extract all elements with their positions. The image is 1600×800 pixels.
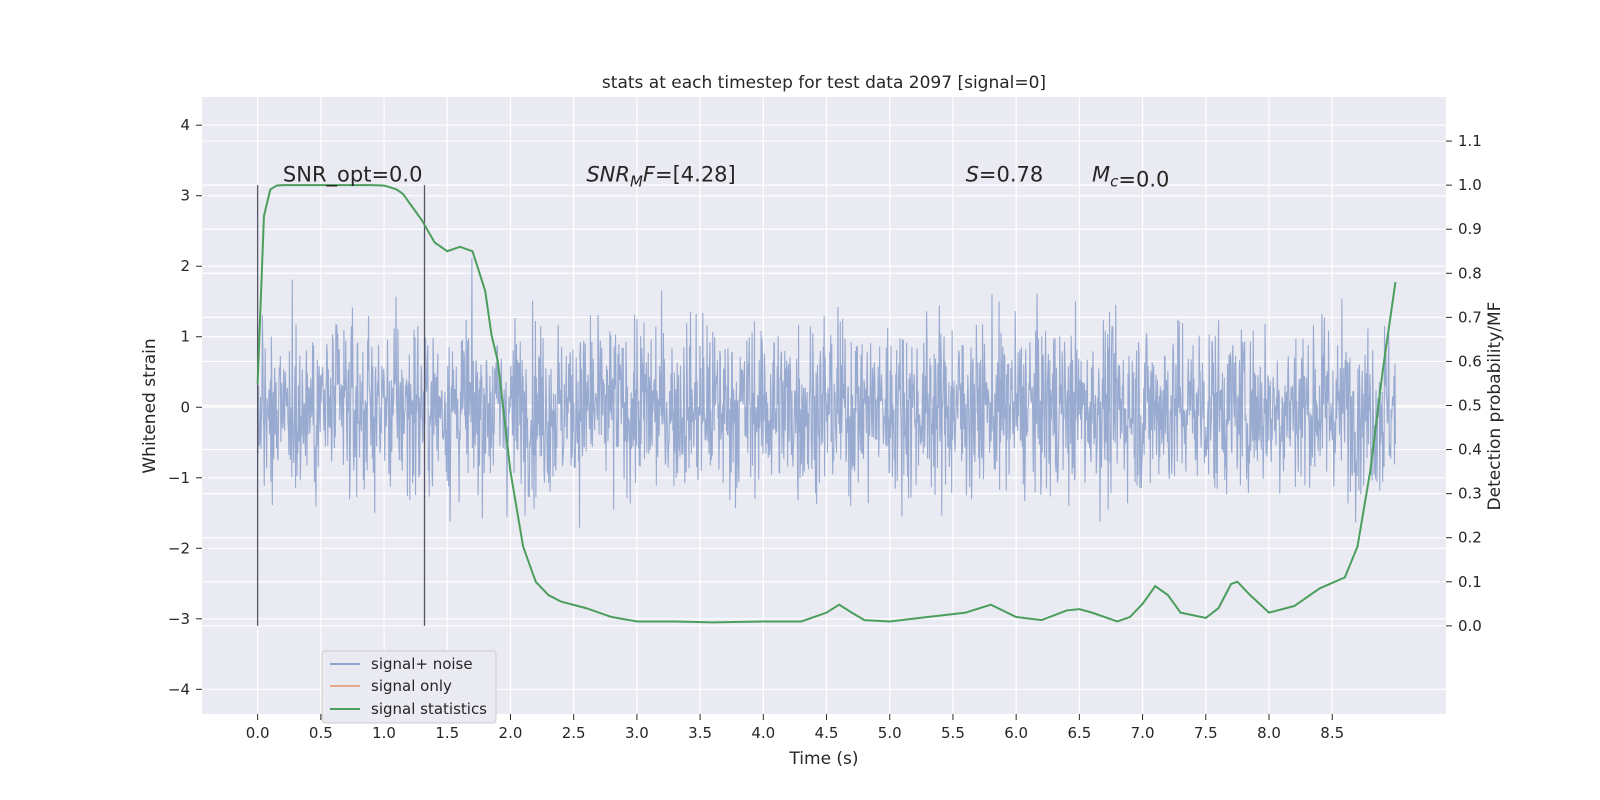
x-tick-label-4: 2.0 xyxy=(499,724,523,742)
series-signal-noise xyxy=(257,258,1396,528)
x-axis-ticks: 0.0 0.5 1.0 1.5 2.0 2.5 3.0 3.5 4.0 4.5 5.0 5.5 6.0 6… xyxy=(246,714,1344,742)
legend-label-signal-only: signal only xyxy=(371,677,452,695)
y-right-axis-ticks: 1.1 1.0 0.9 0.8 0.7 0.6 0.5 0.4 0.3 0.2 0.1 0.0 xyxy=(1446,132,1482,635)
x-tick-label-0: 0.0 xyxy=(246,724,270,742)
x-tick-label-14: 7.0 xyxy=(1131,724,1155,742)
y-right-tick-label-10: 0.1 xyxy=(1458,573,1482,591)
annotation-2: S=0.78 xyxy=(966,163,1044,187)
y-tick-label-0: 4 xyxy=(180,116,190,134)
x-tick-label-6: 3.0 xyxy=(625,724,649,742)
y-axis-ticks: 4 3 2 1 0 −1 −2 −3 −4 xyxy=(168,116,202,698)
x-tick-label-7: 3.5 xyxy=(688,724,712,742)
x-tick-label-16: 8.0 xyxy=(1257,724,1281,742)
x-tick-label-17: 8.5 xyxy=(1320,724,1344,742)
y-tick-label-7: −3 xyxy=(168,610,190,628)
annotation-3: Mc=0.0 xyxy=(1092,163,1169,192)
x-tick-label-3: 1.5 xyxy=(435,724,459,742)
x-axis-label: Time (s) xyxy=(788,749,858,769)
y-tick-label-8: −4 xyxy=(168,680,190,698)
legend: signal+ noise signal only signal statist… xyxy=(321,650,497,724)
y-right-tick-label-7: 0.4 xyxy=(1458,441,1482,459)
y-right-tick-label-1: 1.0 xyxy=(1458,176,1482,194)
y-right-axis-label: Detection probability/MF xyxy=(1485,302,1505,511)
noise-line xyxy=(257,258,1396,528)
x-tick-label-11: 5.5 xyxy=(941,724,965,742)
x-tick-label-10: 5.0 xyxy=(878,724,902,742)
y-tick-label-6: −2 xyxy=(168,539,190,557)
y-tick-label-4: 0 xyxy=(180,398,190,416)
y-right-tick-label-4: 0.7 xyxy=(1458,308,1482,326)
x-tick-label-5: 2.5 xyxy=(562,724,586,742)
y-right-tick-label-2: 0.9 xyxy=(1458,220,1482,238)
y-tick-label-3: 1 xyxy=(180,328,190,346)
x-tick-label-2: 1.0 xyxy=(372,724,396,742)
x-tick-label-9: 4.5 xyxy=(815,724,839,742)
y-tick-label-1: 3 xyxy=(180,187,190,205)
x-tick-label-12: 6.0 xyxy=(1004,724,1028,742)
x-tick-label-8: 4.0 xyxy=(751,724,775,742)
y-tick-label-5: −1 xyxy=(168,469,190,487)
y-tick-label-2: 2 xyxy=(180,257,190,275)
annotations: SNR_opt=0.0 SNRMF=[4.28] S=0.78 Mc=0.0 xyxy=(283,163,1169,192)
chart-title: stats at each timestep for test data 209… xyxy=(602,73,1046,93)
y-right-tick-label-9: 0.2 xyxy=(1458,529,1482,547)
x-tick-label-1: 0.5 xyxy=(309,724,333,742)
legend-box xyxy=(321,650,497,724)
series-signal-statistics xyxy=(256,184,1397,624)
y-right-tick-label-11: 0.0 xyxy=(1458,617,1482,635)
y-right-tick-label-3: 0.8 xyxy=(1458,264,1482,282)
x-tick-label-15: 7.5 xyxy=(1194,724,1218,742)
y-right-tick-label-8: 0.3 xyxy=(1458,485,1482,503)
legend-label-signal-noise: signal+ noise xyxy=(371,655,473,673)
y-axis-label: Whitened strain xyxy=(140,338,160,473)
legend-label-signal-statistics: signal statistics xyxy=(371,700,487,718)
annotation-1: SNRMF=[4.28] xyxy=(586,163,735,191)
series-line-0 xyxy=(256,184,1397,624)
y-right-tick-label-6: 0.5 xyxy=(1458,397,1482,415)
x-tick-label-13: 6.5 xyxy=(1067,724,1091,742)
vertical-lines xyxy=(256,185,426,626)
y-right-tick-label-5: 0.6 xyxy=(1458,352,1482,370)
annotation-0: SNR_opt=0.0 xyxy=(283,163,423,188)
y-right-tick-label-0: 1.1 xyxy=(1458,132,1482,150)
